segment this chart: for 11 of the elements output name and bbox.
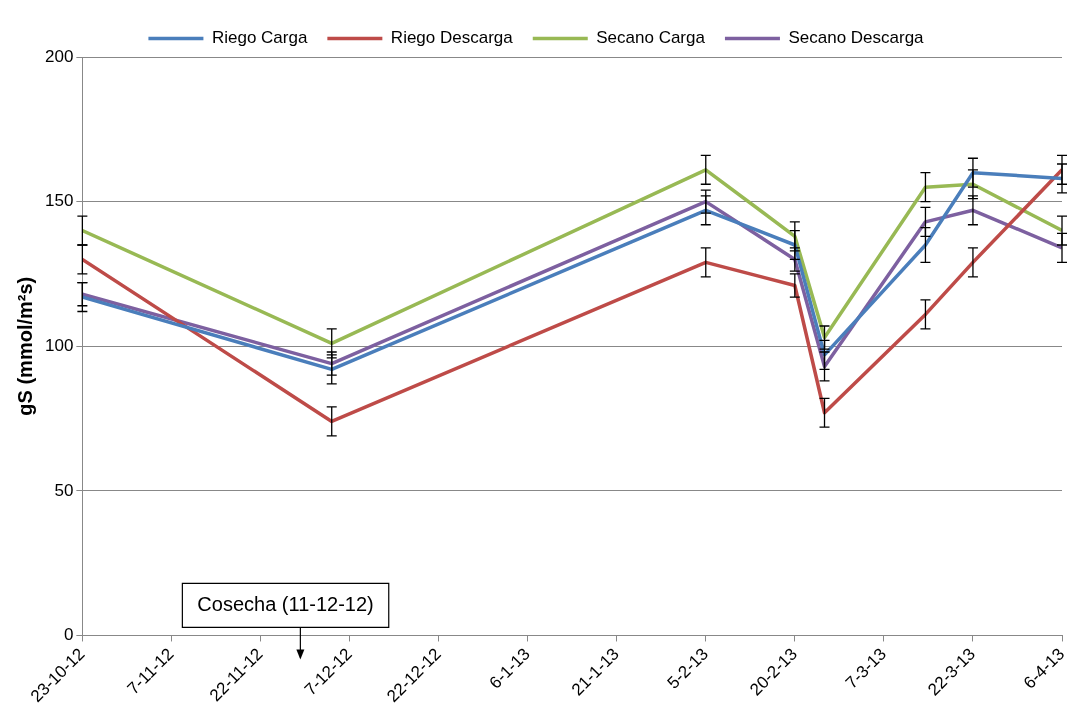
legend-label: Secano Carga (596, 28, 706, 48)
legend-label: Riego Descarga (390, 28, 514, 48)
y-tick-label: 50 (54, 480, 74, 500)
legend-label: Secano Descarga (788, 28, 925, 48)
y-tick-label: 0 (63, 625, 74, 645)
legend-label: Riego Carga (211, 28, 308, 48)
annotation: Cosecha (11-12-12) (197, 592, 374, 615)
y-tick-label: 200 (44, 46, 74, 66)
y-tick-label: 150 (44, 191, 74, 211)
y-axis-title: gS (mmol/m²s) (13, 276, 36, 416)
y-tick-label: 100 (44, 335, 74, 355)
